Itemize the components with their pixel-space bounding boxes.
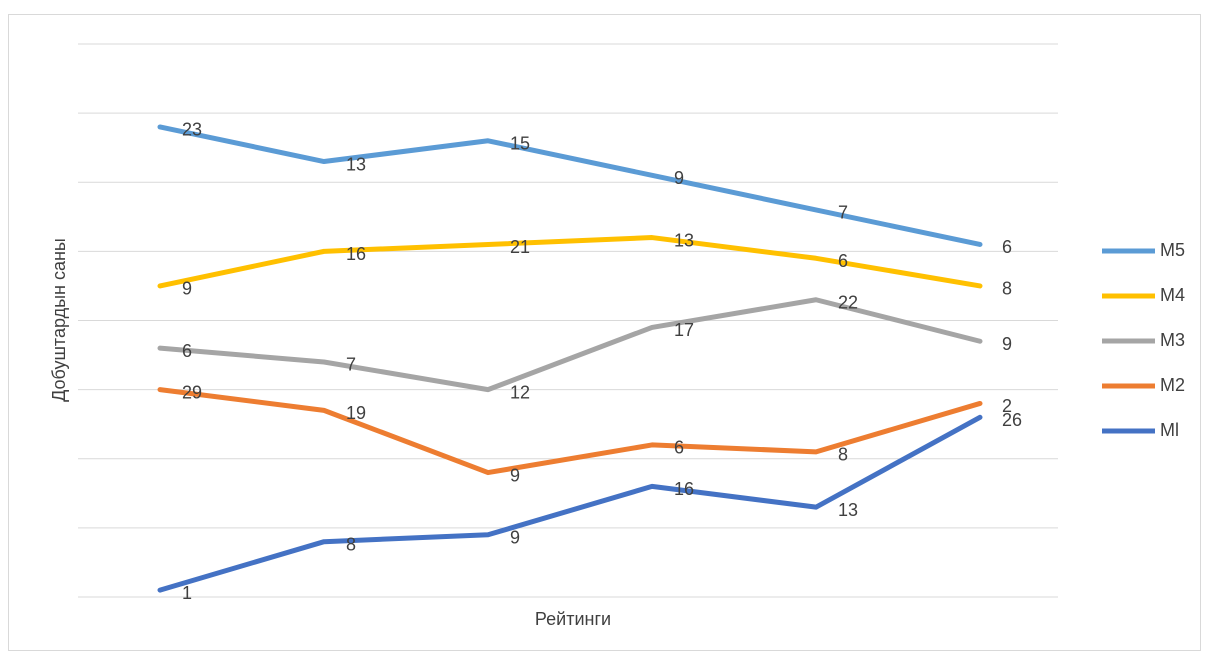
data-label: 7 bbox=[346, 355, 356, 375]
data-label: 8 bbox=[346, 534, 356, 554]
data-label: 9 bbox=[182, 279, 192, 299]
data-label: 9 bbox=[674, 168, 684, 188]
legend-label: M3 bbox=[1160, 330, 1185, 350]
chart-frame bbox=[8, 14, 1201, 651]
data-label: 12 bbox=[510, 382, 530, 402]
data-label: 23 bbox=[182, 120, 202, 140]
data-label: 6 bbox=[674, 438, 684, 458]
series-line bbox=[157, 387, 983, 476]
x-axis-title: Рейтинги bbox=[535, 609, 611, 629]
data-label: 17 bbox=[674, 320, 694, 340]
data-label: 2 bbox=[1002, 396, 1012, 416]
data-label: 1 bbox=[182, 583, 192, 603]
data-label: 6 bbox=[182, 341, 192, 361]
data-label: 21 bbox=[510, 237, 530, 257]
series-line bbox=[157, 124, 983, 247]
data-label: 9 bbox=[1002, 334, 1012, 354]
legend-label: M4 bbox=[1160, 285, 1185, 305]
data-label: 29 bbox=[182, 382, 202, 402]
data-label: 7 bbox=[838, 203, 848, 223]
series-line bbox=[157, 297, 983, 393]
series-line bbox=[157, 414, 983, 593]
data-label: 15 bbox=[510, 134, 530, 154]
data-label: 13 bbox=[838, 500, 858, 520]
data-label: 8 bbox=[838, 445, 848, 465]
data-label: 9 bbox=[510, 465, 520, 485]
data-label: 13 bbox=[674, 230, 694, 250]
y-axis-title: Добуштардын саны bbox=[49, 238, 69, 402]
data-label: 8 bbox=[1002, 279, 1012, 299]
data-label: 9 bbox=[510, 528, 520, 548]
data-label: 16 bbox=[346, 244, 366, 264]
data-label: 19 bbox=[346, 403, 366, 423]
legend-label: M5 bbox=[1160, 240, 1185, 260]
legend-label: M2 bbox=[1160, 375, 1185, 395]
legend-label: Ml bbox=[1160, 420, 1179, 440]
data-label: 22 bbox=[838, 293, 858, 313]
data-label: 6 bbox=[838, 251, 848, 271]
data-label: 6 bbox=[1002, 237, 1012, 257]
data-label: 13 bbox=[346, 154, 366, 174]
series-line bbox=[157, 235, 983, 289]
data-label: 16 bbox=[674, 479, 694, 499]
data-label: 26 bbox=[1002, 410, 1022, 430]
